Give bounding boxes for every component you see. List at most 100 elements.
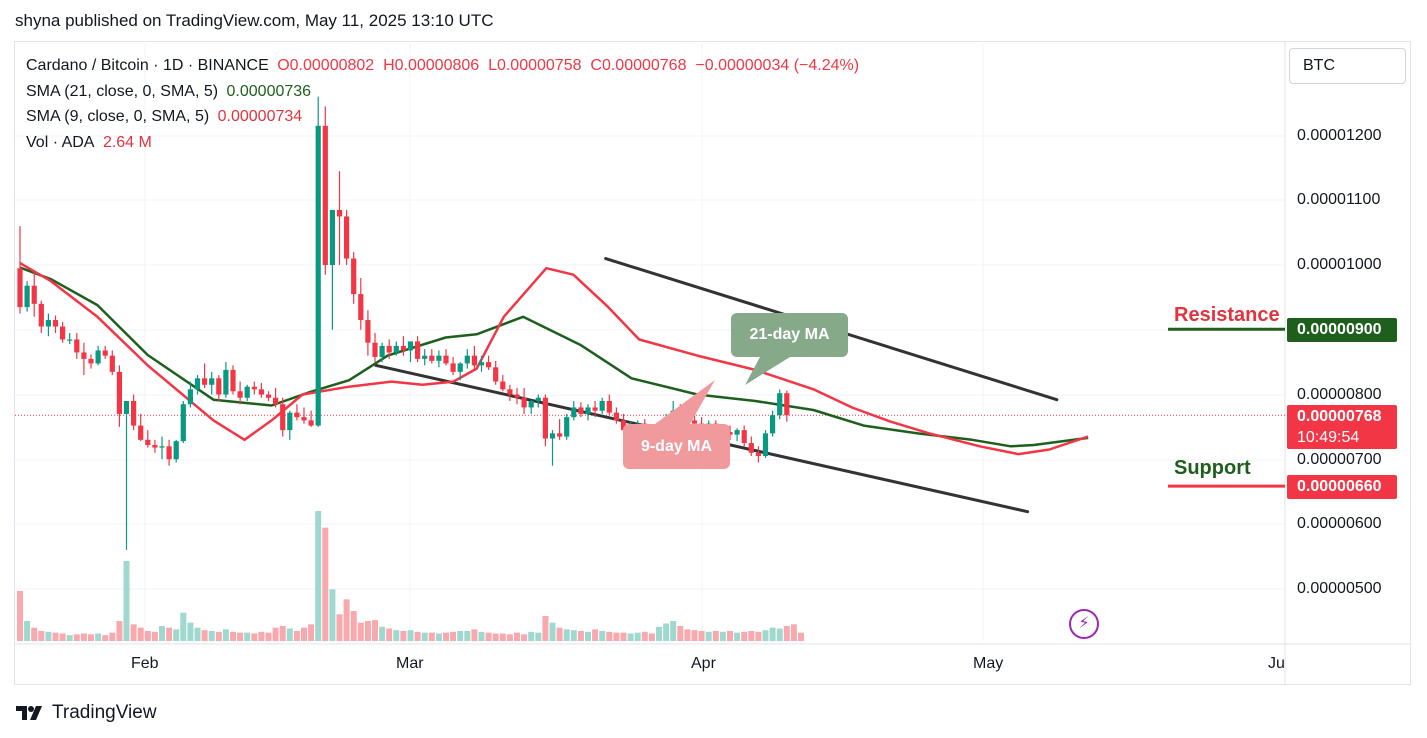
volume-bar — [585, 631, 591, 641]
volume-bar — [322, 527, 329, 641]
volume-bar — [251, 633, 258, 641]
candle-body — [557, 433, 563, 437]
volume-bar — [208, 631, 215, 641]
volume-bar — [542, 616, 549, 641]
candle-body — [528, 400, 534, 408]
volume-bar — [712, 631, 719, 641]
candle-body — [31, 285, 37, 304]
candle-body — [308, 420, 314, 426]
volume-bar — [641, 631, 648, 641]
ma9-callout-pointer — [655, 380, 715, 424]
candle-body — [38, 303, 44, 327]
candle-body — [450, 363, 456, 372]
support-label: Support — [1174, 457, 1251, 479]
volume-bar — [478, 631, 485, 641]
volume-bar — [471, 629, 478, 641]
candle-body — [755, 452, 761, 457]
candle-body — [457, 363, 463, 372]
volume-bar — [52, 632, 59, 641]
volume-bar — [258, 631, 265, 641]
sma21-row[interactable]: SMA (21, close, 0, SMA, 5) 0.00000736 — [26, 79, 859, 105]
volume-bar — [741, 631, 748, 641]
volume-bar — [599, 631, 606, 641]
candle-body — [336, 209, 343, 217]
volume-bar — [66, 635, 73, 641]
resistance-label: Resistance — [1174, 304, 1280, 326]
change-value: −0.00000034 (−4.24%) — [695, 57, 860, 74]
volume-bar — [230, 631, 236, 641]
x-tick-label: May — [973, 655, 1004, 672]
volume-bar — [570, 630, 577, 641]
candle-body — [734, 430, 740, 435]
volume-bar — [648, 633, 655, 641]
sma9-value: 0.00000734 — [217, 108, 303, 125]
volume-bar — [719, 631, 726, 641]
volume-bar — [350, 611, 357, 641]
volume-bar — [549, 622, 556, 641]
candle-body — [81, 352, 87, 359]
volume-bar — [109, 632, 116, 641]
candle-body — [294, 412, 300, 418]
footer-brand[interactable]: TradingView — [16, 702, 157, 724]
volume-bar — [506, 634, 513, 641]
candle-body — [415, 341, 421, 359]
volume-bar — [237, 632, 244, 641]
volume-bar — [265, 632, 272, 641]
volume-bar — [656, 626, 662, 641]
sma9-row[interactable]: SMA (9, close, 0, SMA, 5) 0.00000734 — [26, 104, 859, 130]
y-tick-label: 0.00001000 — [1297, 256, 1382, 273]
volume-bar — [535, 632, 542, 641]
high-value: H0.00000806 — [383, 57, 480, 74]
candle-body — [564, 417, 570, 437]
candle-body — [613, 412, 619, 421]
candle-body — [351, 258, 357, 295]
sma21-line — [19, 266, 1089, 448]
candle-body — [258, 389, 264, 395]
volume-bar — [606, 631, 613, 641]
candle-body — [273, 397, 279, 405]
symbol-title[interactable]: Cardano / Bitcoin · 1D · BINANCE — [26, 57, 269, 74]
support-price-tag: 0.00000660 — [1287, 475, 1397, 499]
volume-bar — [443, 632, 449, 641]
candle-body — [24, 285, 30, 308]
candle-body — [88, 358, 94, 364]
volume-bar — [790, 624, 797, 641]
volume-bar — [343, 599, 350, 641]
volume-bar — [272, 627, 279, 641]
volume-bar — [762, 630, 769, 641]
volume-bar — [514, 632, 520, 641]
currency-button[interactable]: BTC — [1289, 48, 1406, 84]
candle-body — [95, 350, 101, 364]
volume-bar — [783, 626, 790, 641]
candle-body — [549, 433, 556, 439]
volume-bar — [293, 631, 300, 641]
candle-body — [187, 389, 193, 405]
candle-body — [592, 407, 598, 411]
x-tick-label: Mar — [396, 655, 424, 672]
y-tick-label: 0.00000600 — [1297, 515, 1382, 532]
current-price: 0.00000768 — [1297, 408, 1382, 425]
volume-bar — [684, 629, 691, 641]
candle-body — [315, 125, 321, 426]
ma9-callout: 9-day MA — [623, 424, 730, 469]
candle-body — [464, 355, 470, 364]
candle-body — [216, 378, 222, 395]
candle-body — [166, 446, 172, 460]
volume-bar — [698, 631, 705, 641]
volume-bar — [776, 628, 783, 641]
candle-body — [578, 407, 584, 414]
candle-body — [251, 386, 257, 390]
volume-row[interactable]: Vol · ADA 2.64 M — [26, 130, 859, 156]
lightning-icon[interactable]: ⚡ — [1069, 609, 1099, 639]
candle-body — [606, 400, 612, 413]
volume-bar — [521, 634, 528, 641]
volume-bar — [769, 627, 776, 641]
volume-bar — [663, 623, 670, 641]
volume-bar — [159, 626, 165, 641]
volume-bar — [691, 630, 698, 641]
sma9-label: SMA (9, close, 0, SMA, 5) — [26, 108, 210, 125]
volume-bar — [116, 621, 123, 641]
x-tick-label: Apr — [691, 655, 716, 672]
candle-body — [493, 367, 499, 382]
bar-countdown: 10:49:54 — [1297, 429, 1360, 446]
